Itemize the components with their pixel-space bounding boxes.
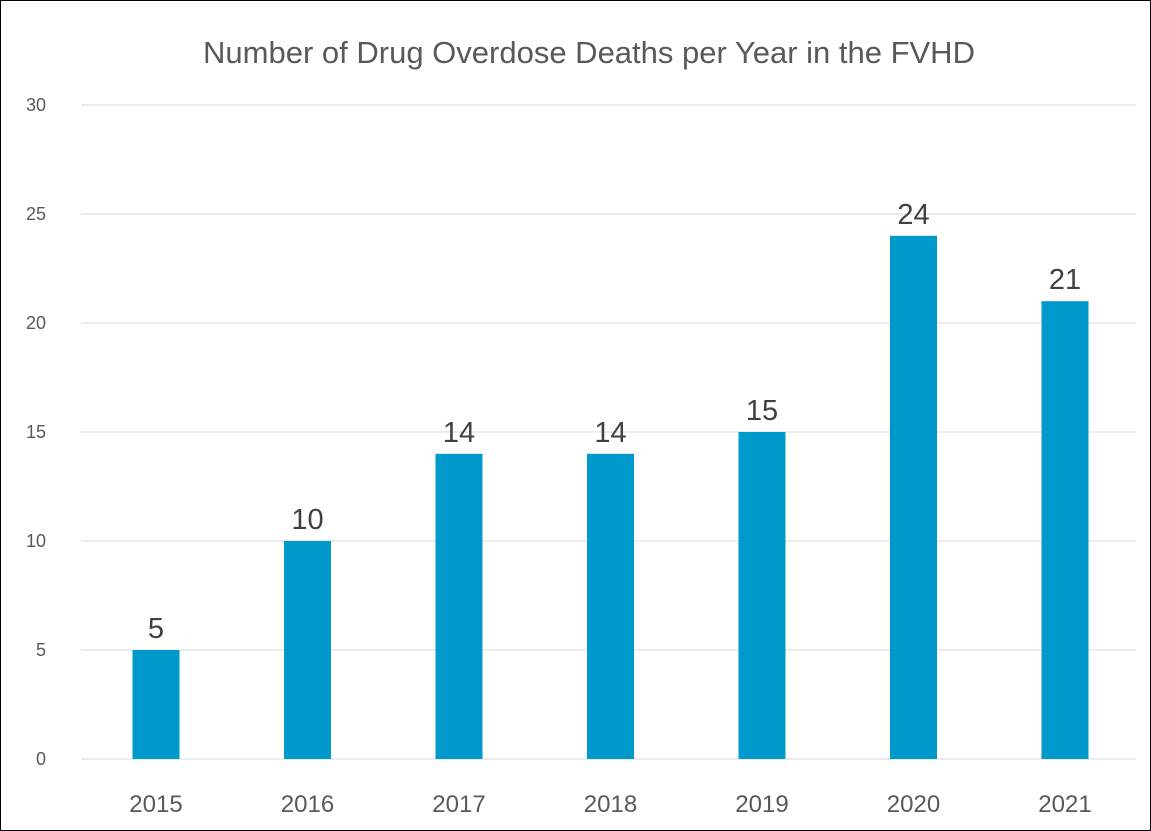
data-label: 5: [148, 613, 164, 645]
bar: [132, 650, 180, 759]
x-axis-ticks: 2015 2016 2017 2018 2019 2020 2021: [129, 791, 1091, 818]
y-tick-label: 30: [26, 95, 46, 115]
y-tick-label: 20: [26, 313, 46, 333]
x-tick-label: 2016: [281, 791, 334, 818]
x-tick-label: 2019: [735, 791, 788, 818]
data-label: 10: [291, 504, 323, 536]
bar: [890, 235, 937, 760]
data-label: 21: [1049, 264, 1081, 296]
data-label: 15: [746, 395, 778, 427]
bar: [435, 453, 483, 759]
y-tick-label: 5: [36, 640, 46, 660]
bars: [132, 235, 1089, 760]
y-axis-ticks: 0 5 10 15 20 25 30: [26, 95, 46, 769]
bar: [587, 453, 634, 759]
bar: [284, 541, 331, 759]
data-label: 24: [897, 199, 929, 231]
chart-title: Number of Drug Overdose Deaths per Year …: [203, 35, 975, 70]
y-tick-label: 0: [36, 749, 46, 769]
y-tick-label: 10: [26, 531, 46, 551]
x-tick-label: 2017: [432, 791, 485, 818]
x-tick-label: 2020: [887, 791, 940, 818]
x-tick-label: 2021: [1038, 791, 1091, 818]
y-tick-label: 25: [26, 204, 46, 224]
y-tick-label: 15: [26, 422, 46, 442]
data-label: 14: [594, 417, 626, 449]
data-label: 14: [443, 417, 475, 449]
bar: [1041, 301, 1089, 759]
data-labels: 5 10 14 14 15 24 21: [148, 199, 1081, 645]
x-tick-label: 2015: [129, 791, 182, 818]
bar: [738, 432, 786, 759]
x-tick-label: 2018: [584, 791, 637, 818]
